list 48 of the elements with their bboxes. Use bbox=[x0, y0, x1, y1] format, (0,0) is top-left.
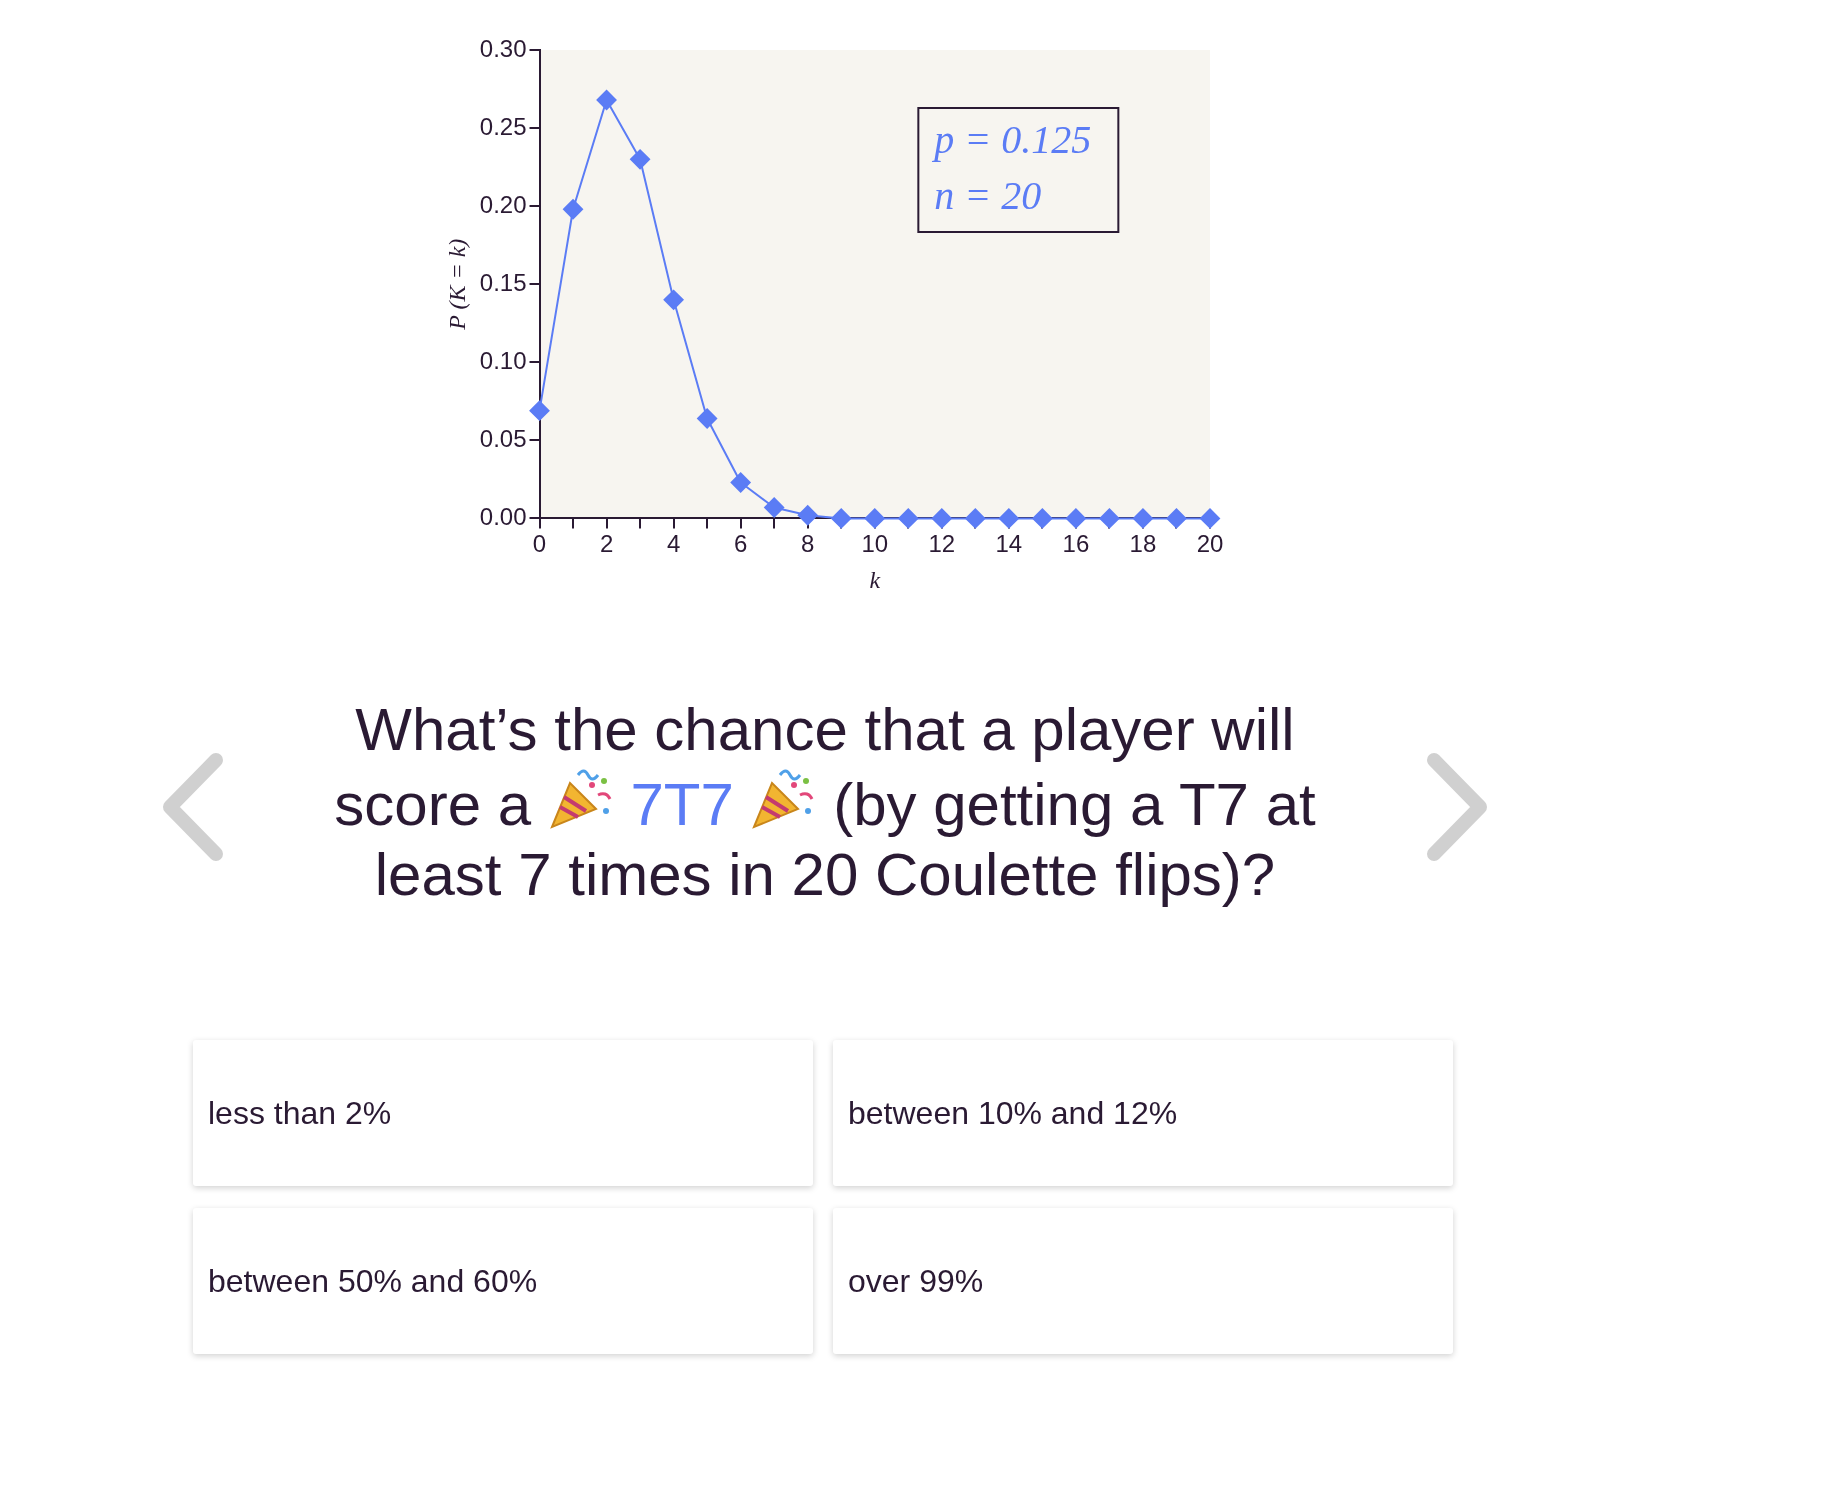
y-tick-label: 0.05 bbox=[479, 424, 527, 452]
point bbox=[1200, 508, 1220, 529]
x-axis-title: k bbox=[869, 566, 881, 593]
point bbox=[697, 408, 718, 429]
text: less than 2% bbox=[208, 1094, 392, 1132]
text: between 50% and 60% bbox=[208, 1262, 538, 1300]
point bbox=[663, 289, 684, 310]
x-tick-label: 8 bbox=[801, 530, 815, 558]
point bbox=[998, 508, 1019, 529]
point bbox=[864, 508, 885, 529]
point bbox=[1032, 508, 1053, 529]
y-tick-label: 0.25 bbox=[479, 112, 527, 140]
x-tick-label: 18 bbox=[1129, 530, 1157, 558]
y-tick-label: 0.15 bbox=[479, 268, 527, 296]
text: between 10% and 12% bbox=[848, 1094, 1178, 1132]
x-tick-label: 6 bbox=[733, 530, 748, 558]
x-tick-label: 4 bbox=[666, 530, 681, 558]
x-tick-label: 16 bbox=[1062, 530, 1090, 558]
point bbox=[797, 505, 818, 526]
y-axis-title: P (K = k) bbox=[443, 238, 470, 331]
x-tick-label: 10 bbox=[861, 530, 889, 558]
x-tick-label: 2 bbox=[599, 530, 614, 558]
y-tick-label: 0.00 bbox=[479, 503, 527, 531]
y-tick-label: 0.30 bbox=[479, 34, 527, 62]
x-tick-label: 12 bbox=[928, 530, 956, 558]
point bbox=[730, 472, 751, 493]
annotation: n = 20 bbox=[934, 172, 1042, 218]
point bbox=[764, 497, 785, 518]
point bbox=[1132, 508, 1153, 529]
point bbox=[931, 508, 952, 529]
point bbox=[630, 149, 651, 170]
y-tick-label: 0.10 bbox=[479, 346, 527, 374]
point bbox=[965, 508, 986, 529]
y-tick-label: 0.20 bbox=[479, 190, 527, 218]
point bbox=[1065, 508, 1086, 529]
x-tick-label: 0 bbox=[532, 530, 547, 558]
point bbox=[1099, 508, 1120, 529]
point bbox=[1166, 508, 1187, 529]
x-tick-label: 14 bbox=[995, 530, 1023, 558]
x-tick-label: 20 bbox=[1196, 530, 1224, 558]
text: over 99% bbox=[848, 1262, 984, 1300]
point bbox=[563, 199, 584, 220]
point bbox=[898, 508, 919, 529]
annotation: p = 0.125 bbox=[931, 116, 1092, 162]
point bbox=[596, 89, 617, 110]
text: 7T7 bbox=[629, 771, 735, 838]
point bbox=[831, 508, 852, 529]
point bbox=[529, 400, 550, 421]
